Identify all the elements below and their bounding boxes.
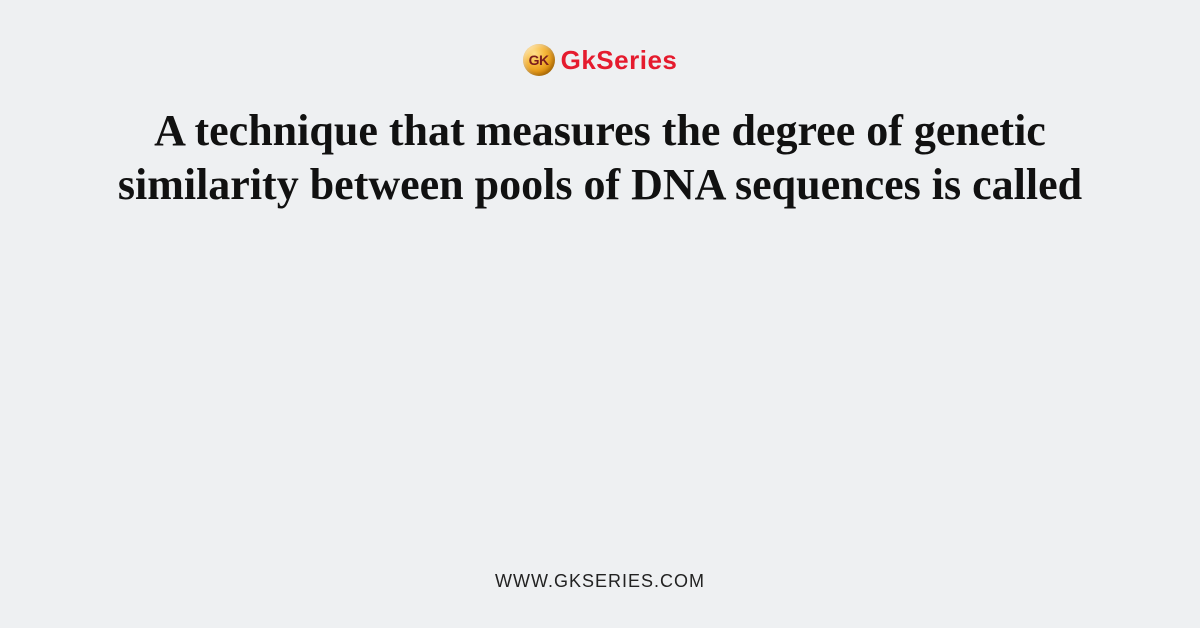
logo-badge-icon: GK — [523, 44, 555, 76]
question-text: A technique that measures the degree of … — [0, 76, 1200, 211]
logo: GK GkSeries — [0, 0, 1200, 76]
footer-url: WWW.GKSERIES.COM — [0, 571, 1200, 592]
logo-badge-text: GK — [529, 52, 549, 68]
logo-wordmark: GkSeries — [561, 45, 678, 76]
